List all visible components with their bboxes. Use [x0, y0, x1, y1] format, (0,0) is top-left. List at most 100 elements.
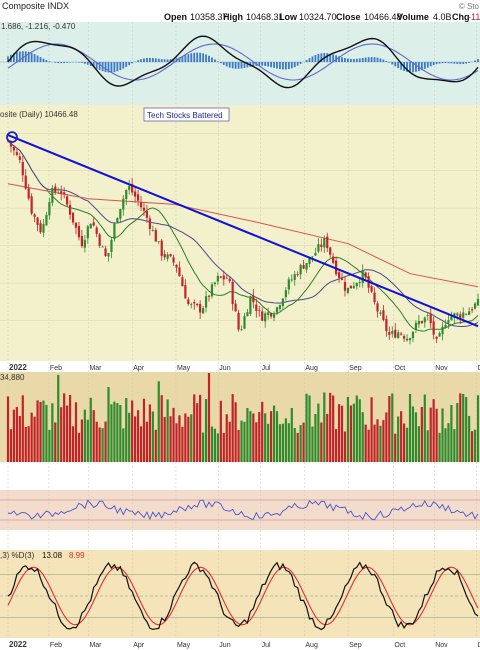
candle-body-92 — [278, 305, 282, 309]
macd-line — [7, 35, 479, 89]
volume-bar-131 — [394, 433, 397, 462]
macd-histogram-bar-50 — [154, 58, 157, 62]
candle-body-45 — [139, 202, 143, 208]
candle-body-137 — [411, 331, 415, 339]
macd-histogram-bar-105 — [317, 53, 320, 62]
candle-body-28 — [89, 223, 92, 229]
volume-bar-1 — [9, 429, 13, 462]
candle-body-83 — [252, 295, 255, 303]
macd-histogram-bar-39 — [122, 62, 125, 69]
ma-mid-line — [7, 140, 479, 327]
candle-body-25 — [80, 235, 83, 247]
candle-body-81 — [246, 312, 249, 317]
volume-bar-148 — [444, 428, 447, 462]
macd-histogram-bar-101 — [305, 60, 308, 62]
macd-histogram-bar-116 — [349, 58, 352, 62]
volume-bar-93 — [281, 423, 285, 462]
macd-histogram-bar-110 — [332, 54, 335, 62]
macd-histogram-bar-109 — [329, 53, 332, 62]
candle-body-1 — [9, 140, 13, 147]
macd-histogram-bar-123 — [370, 57, 373, 62]
candle-body-43 — [134, 191, 137, 197]
candle-body-82 — [249, 296, 252, 314]
candle-body-3 — [15, 152, 18, 155]
volume-bar-126 — [379, 425, 382, 462]
candle-body-40 — [125, 190, 128, 200]
macd-histogram-bar-41 — [128, 62, 131, 66]
volume-bar-68 — [207, 373, 211, 462]
candle-body-101 — [305, 263, 308, 270]
macd-histogram-bar-6 — [24, 51, 27, 62]
macd-histogram-bar-11 — [39, 57, 42, 62]
candle-body-98 — [296, 274, 299, 276]
stochastic-d-value: 8.99 — [69, 551, 85, 560]
macd-histogram-bar-31 — [98, 62, 101, 71]
month-label-bottom-7: Aug — [305, 642, 318, 649]
volume-bar-99 — [299, 425, 302, 462]
macd-histogram-bar-130 — [391, 62, 394, 65]
macd-histogram-bar-69 — [211, 57, 213, 62]
candle-body-115 — [346, 287, 350, 293]
candle-body-76 — [231, 281, 234, 305]
stoch-k-line — [7, 561, 479, 631]
candle-body-124 — [373, 292, 376, 303]
candle-body-33 — [104, 248, 107, 257]
candle-body-46 — [142, 207, 146, 211]
volume-bar-143 — [429, 407, 432, 462]
candle-body-73 — [222, 275, 225, 280]
macd-histogram-bar-7 — [27, 51, 30, 62]
candle-body-95 — [287, 279, 290, 290]
volume-bar-138 — [414, 412, 418, 462]
macd-histogram-bar-113 — [341, 57, 343, 62]
volume-bar-104 — [314, 414, 317, 462]
volume-bar-54 — [166, 399, 169, 462]
macd-histogram-bar-9 — [33, 54, 36, 62]
macd-histogram-bar-148 — [444, 62, 447, 64]
volume-bar-33 — [104, 421, 107, 462]
candle-body-108 — [326, 236, 329, 248]
volume-bar-141 — [423, 394, 426, 462]
candle-body-85 — [258, 309, 261, 311]
volume-bar-144 — [432, 399, 435, 462]
volume-value: 4.0B — [433, 12, 452, 22]
macd-histogram-bar-117 — [352, 58, 355, 62]
volume-bar-27 — [86, 419, 89, 462]
macd-histogram-bar-126 — [379, 58, 382, 62]
month-label-top-11: De — [478, 365, 480, 372]
volume-bar-124 — [373, 424, 376, 462]
macd-histogram-bar-24 — [78, 62, 80, 63]
macd-histogram-bar-54 — [166, 59, 169, 62]
candle-body-27 — [86, 226, 89, 239]
macd-histogram-bar-114 — [344, 57, 346, 62]
volume-bar-56 — [172, 407, 175, 462]
volume-bar-150 — [450, 404, 453, 462]
candle-body-68 — [207, 295, 211, 297]
candle-body-100 — [302, 265, 305, 269]
volume-bar-97 — [293, 428, 296, 462]
volume-bar-102 — [308, 395, 311, 462]
candle-body-89 — [269, 313, 273, 317]
volume-bar-52 — [160, 395, 163, 462]
rsi-panel — [0, 490, 480, 530]
macd-histogram-bar-94 — [284, 62, 287, 70]
candle-body-121 — [364, 272, 367, 278]
volume-bar-62 — [190, 414, 193, 462]
volume-bar-127 — [382, 420, 385, 462]
volume-bar-121 — [364, 424, 367, 462]
candle-body-51 — [157, 241, 160, 243]
candle-body-67 — [204, 296, 208, 308]
candle-body-53 — [163, 254, 166, 258]
volume-bar-119 — [358, 399, 361, 462]
macd-histogram-bar-52 — [160, 59, 163, 62]
candle-body-144 — [432, 321, 435, 335]
candle-body-24 — [77, 225, 81, 238]
month-label-top-0: 2022 — [9, 363, 27, 372]
ma-short-line — [7, 140, 479, 332]
candle-body-119 — [358, 282, 361, 283]
candle-body-71 — [216, 275, 219, 282]
candle-body-70 — [213, 282, 217, 285]
month-label-top-6: Jul — [262, 365, 271, 372]
candle-body-47 — [145, 211, 149, 218]
volume-bar-37 — [116, 403, 119, 462]
